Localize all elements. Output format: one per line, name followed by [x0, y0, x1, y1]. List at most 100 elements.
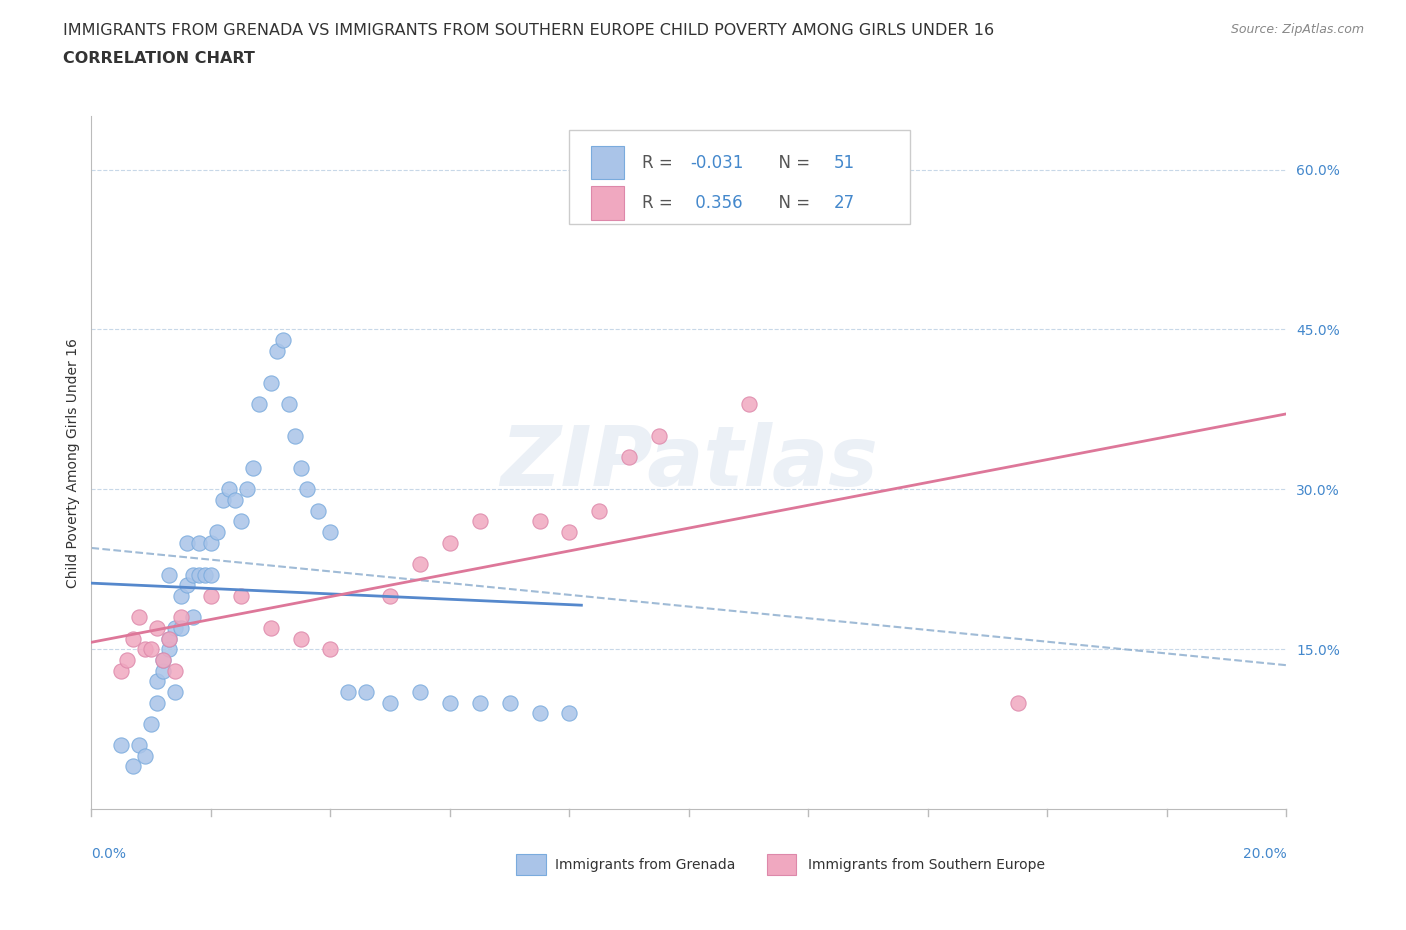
FancyBboxPatch shape [569, 130, 910, 223]
Point [176, 535, 198, 550]
Point [319, 525, 342, 539]
Point [235, 482, 259, 497]
Bar [516, 854, 546, 875]
Point [266, 343, 288, 358]
Point [529, 706, 551, 721]
Point [242, 460, 264, 475]
Point [157, 631, 180, 646]
Text: R =: R = [643, 194, 678, 212]
Point [409, 556, 432, 571]
Point [439, 535, 461, 550]
Point [110, 737, 132, 752]
Point [439, 695, 461, 710]
Point [380, 589, 402, 604]
Point [146, 695, 169, 710]
Point [170, 620, 193, 635]
Point [588, 503, 610, 518]
Point [152, 653, 174, 668]
Point [468, 695, 491, 710]
Point [290, 631, 312, 646]
Point [271, 333, 294, 348]
Point [211, 493, 233, 508]
Point [648, 429, 671, 444]
Text: R =: R = [643, 153, 678, 172]
Point [122, 759, 145, 774]
Point [122, 631, 145, 646]
Point [200, 589, 222, 604]
Point [529, 514, 551, 529]
Point [205, 525, 228, 539]
Text: 51: 51 [834, 153, 855, 172]
Point [110, 663, 132, 678]
Point [181, 610, 204, 625]
Point [157, 631, 180, 646]
Bar [591, 186, 624, 219]
Bar [766, 854, 796, 875]
Point [558, 706, 581, 721]
Point [290, 460, 312, 475]
Point [200, 567, 222, 582]
Point [337, 684, 360, 699]
Point [224, 493, 246, 508]
Point [157, 642, 180, 657]
Point [307, 503, 329, 518]
Y-axis label: Child Poverty Among Girls Under 16: Child Poverty Among Girls Under 16 [66, 338, 80, 588]
Point [259, 376, 281, 391]
Point [157, 567, 180, 582]
Point [1007, 695, 1029, 710]
Point [218, 482, 240, 497]
Point [229, 514, 252, 529]
Point [152, 653, 174, 668]
Point [468, 514, 491, 529]
Point [558, 525, 581, 539]
Point [134, 642, 156, 657]
Text: Source: ZipAtlas.com: Source: ZipAtlas.com [1230, 23, 1364, 36]
Point [499, 695, 522, 710]
Text: 0.0%: 0.0% [91, 847, 127, 861]
Point [141, 642, 163, 657]
Text: IMMIGRANTS FROM GRENADA VS IMMIGRANTS FROM SOUTHERN EUROPE CHILD POVERTY AMONG G: IMMIGRANTS FROM GRENADA VS IMMIGRANTS FR… [63, 23, 994, 38]
Point [319, 642, 342, 657]
Text: Immigrants from Grenada: Immigrants from Grenada [555, 857, 735, 871]
Point [295, 482, 318, 497]
Text: Immigrants from Southern Europe: Immigrants from Southern Europe [808, 857, 1046, 871]
Point [380, 695, 402, 710]
Point [200, 535, 222, 550]
Point [229, 589, 252, 604]
Point [128, 737, 150, 752]
Point [194, 567, 217, 582]
Point [737, 396, 759, 411]
Point [163, 684, 186, 699]
Point [188, 535, 211, 550]
Text: CORRELATION CHART: CORRELATION CHART [63, 51, 254, 66]
Text: 27: 27 [834, 194, 855, 212]
Point [152, 663, 174, 678]
Text: N =: N = [768, 153, 815, 172]
Point [146, 620, 169, 635]
Point [409, 684, 432, 699]
Point [141, 716, 163, 731]
Text: ZIPatlas: ZIPatlas [501, 422, 877, 503]
Point [163, 620, 186, 635]
Point [163, 663, 186, 678]
Point [619, 450, 641, 465]
Bar [591, 146, 624, 179]
Text: 0.356: 0.356 [690, 194, 742, 212]
Point [115, 653, 138, 668]
Text: N =: N = [768, 194, 815, 212]
Text: 20.0%: 20.0% [1243, 847, 1286, 861]
Point [181, 567, 204, 582]
Point [170, 610, 193, 625]
Point [277, 396, 299, 411]
Point [354, 684, 377, 699]
Point [146, 673, 169, 688]
Point [284, 429, 307, 444]
Point [247, 396, 270, 411]
Point [128, 610, 150, 625]
Text: -0.031: -0.031 [690, 153, 744, 172]
Point [134, 749, 156, 764]
Point [188, 567, 211, 582]
Point [176, 578, 198, 592]
Point [170, 589, 193, 604]
Point [259, 620, 281, 635]
